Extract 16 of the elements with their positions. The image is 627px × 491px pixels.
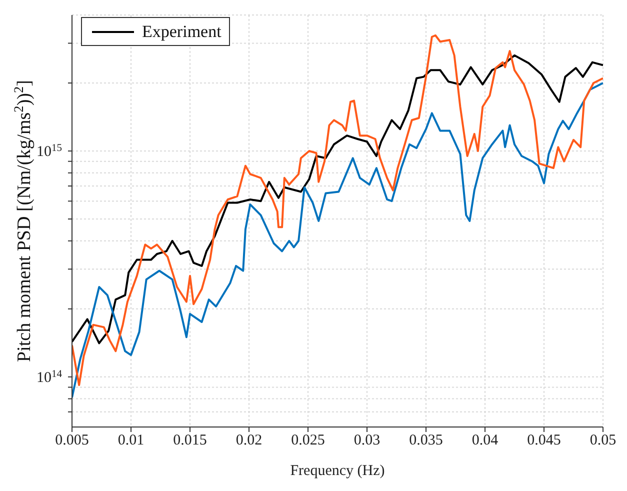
line-series (72, 54, 603, 344)
x-tick-label: 0.04 (472, 432, 499, 449)
legend-label: Experiment (142, 21, 222, 42)
x-tick-label: 0.005 (55, 432, 89, 449)
y-tick-label: 10$^{15}$ (36, 142, 62, 160)
line-series (72, 82, 603, 399)
x-tick-label: 0.05 (590, 432, 616, 449)
x-tick-label: 0.015 (173, 432, 207, 449)
y-tick-label: 10$^{14}$ (36, 368, 63, 386)
x-tick-label: 0.01 (118, 432, 144, 449)
x-axis-title: Frequency (Hz) (290, 463, 385, 479)
x-tick-label: 0.03 (354, 432, 380, 449)
x-tick-label: 0.02 (236, 432, 262, 449)
x-tick-label: 0.025 (291, 432, 325, 449)
x-tick-label: 0.035 (409, 432, 443, 449)
x-tick-label: 0.045 (527, 432, 561, 449)
